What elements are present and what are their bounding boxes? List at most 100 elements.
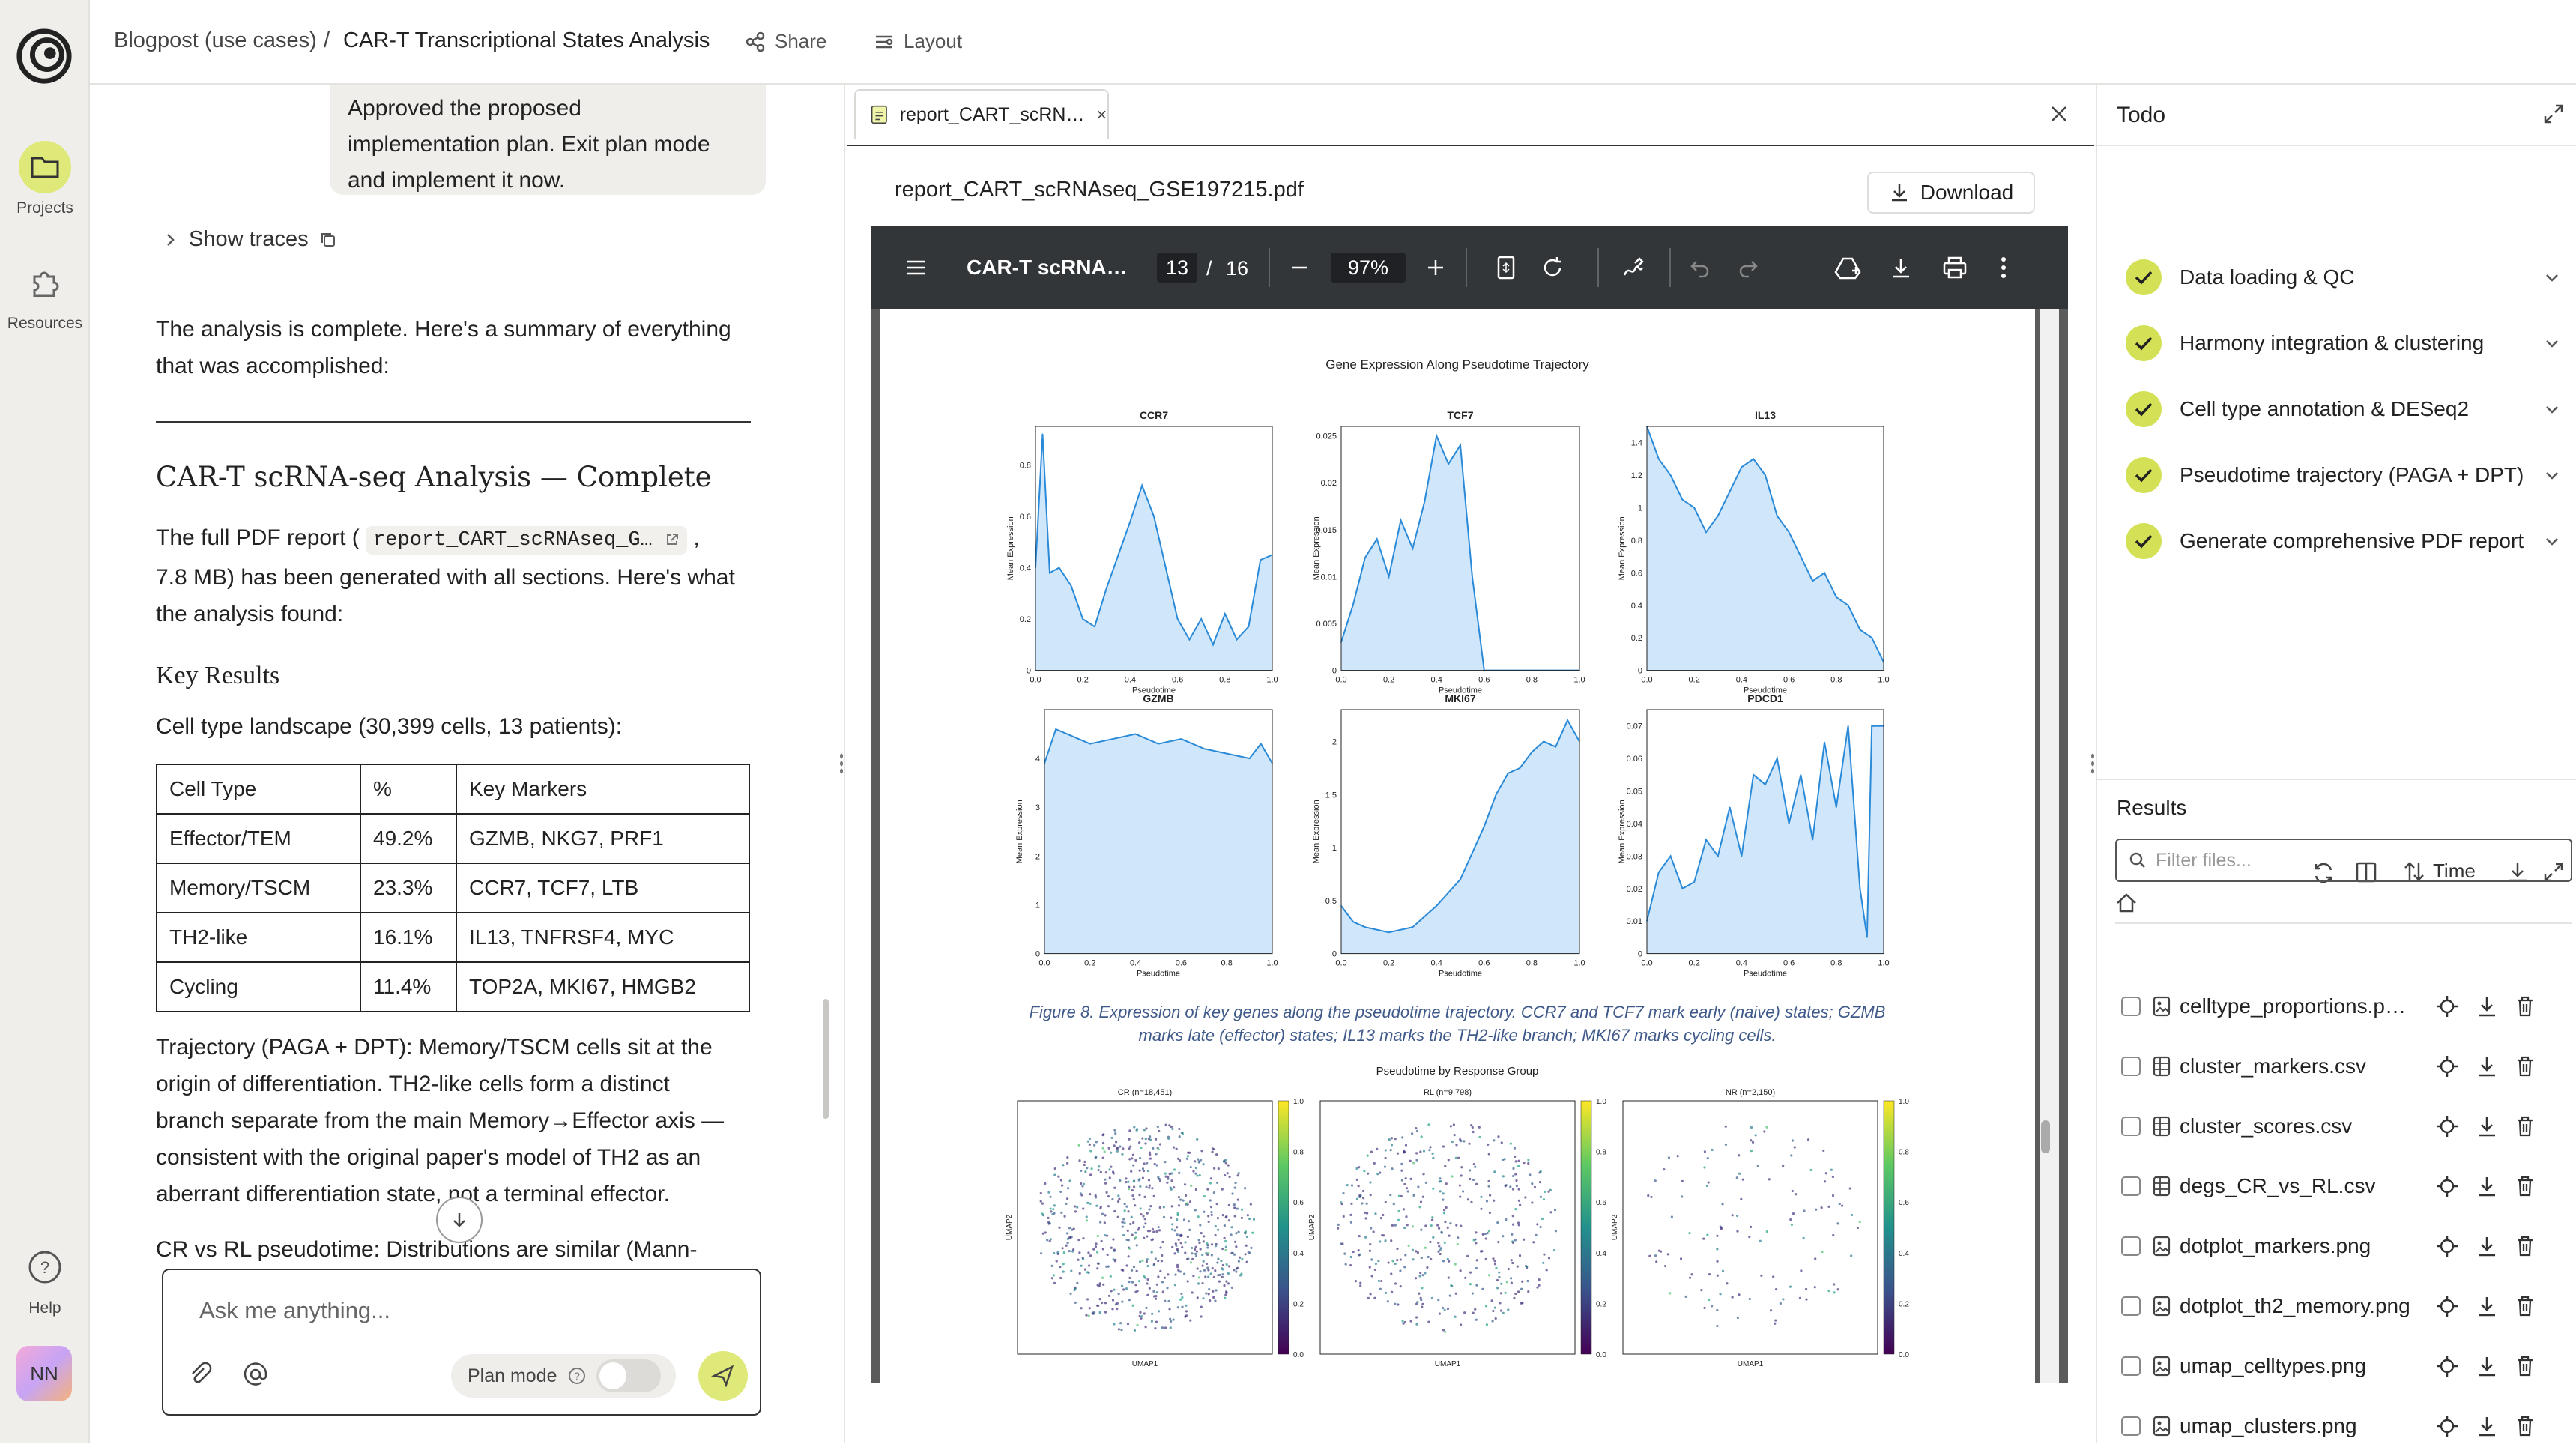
locate-icon[interactable] xyxy=(2436,1055,2458,1078)
trash-icon[interactable] xyxy=(2515,1055,2535,1078)
file-row[interactable]: cluster_markers.csv xyxy=(2121,1036,2563,1096)
file-row[interactable]: degs_CR_vs_RL.csv xyxy=(2121,1156,2563,1216)
fit-page-icon[interactable] xyxy=(1496,256,1517,280)
zoom-input[interactable]: 97% xyxy=(1331,253,1406,283)
app-logo-icon[interactable] xyxy=(15,27,73,85)
sort-time-button[interactable]: Time xyxy=(2403,860,2476,883)
trash-icon[interactable] xyxy=(2515,1415,2535,1437)
locate-icon[interactable] xyxy=(2436,1355,2458,1377)
annotate-icon[interactable] xyxy=(1621,256,1645,280)
file-download-icon[interactable] xyxy=(2476,1355,2497,1377)
locate-icon[interactable] xyxy=(2436,1235,2458,1257)
home-icon[interactable] xyxy=(2115,892,2138,913)
menu-icon[interactable] xyxy=(904,256,928,280)
file-row[interactable]: celltype_proportions.p… xyxy=(2121,976,2563,1036)
trash-icon[interactable] xyxy=(2515,1355,2535,1377)
chat-scrollbar[interactable] xyxy=(823,999,829,1119)
mention-icon[interactable] xyxy=(243,1362,268,1387)
close-pane-icon[interactable] xyxy=(2049,104,2069,124)
download-button[interactable]: Download xyxy=(1867,172,2035,214)
file-download-icon[interactable] xyxy=(2476,1175,2497,1197)
undo-icon[interactable] xyxy=(1689,257,1711,278)
close-tab-icon[interactable] xyxy=(1096,108,1107,121)
expand-icon[interactable] xyxy=(2542,103,2565,125)
trash-icon[interactable] xyxy=(2515,995,2535,1018)
send-button[interactable] xyxy=(698,1351,748,1401)
umap-point xyxy=(1068,1250,1071,1253)
pdf-download-icon[interactable] xyxy=(1890,256,1912,280)
trash-icon[interactable] xyxy=(2515,1295,2535,1317)
zoom-out-icon[interactable] xyxy=(1289,257,1310,278)
todo-item[interactable]: Generate comprehensive PDF report xyxy=(2126,515,2560,567)
pdf-scrollbar-thumb[interactable] xyxy=(2041,1120,2050,1153)
file-checkbox[interactable] xyxy=(2121,1416,2141,1436)
projects-nav[interactable]: Projects xyxy=(0,141,90,217)
show-traces-toggle[interactable]: Show traces xyxy=(162,227,337,252)
file-download-icon[interactable] xyxy=(2476,1055,2497,1078)
zoom-in-icon[interactable] xyxy=(1425,257,1446,278)
breadcrumb-project[interactable]: Blogpost (use cases) xyxy=(114,28,317,52)
file-checkbox[interactable] xyxy=(2121,1296,2141,1316)
todo-item[interactable]: Pseudotime trajectory (PAGA + DPT) xyxy=(2126,449,2560,501)
file-download-icon[interactable] xyxy=(2476,1295,2497,1317)
file-checkbox[interactable] xyxy=(2121,1176,2141,1196)
chevron-down-icon[interactable] xyxy=(2544,335,2560,351)
locate-icon[interactable] xyxy=(2436,1295,2458,1317)
attach-icon[interactable] xyxy=(187,1362,213,1387)
locate-icon[interactable] xyxy=(2436,995,2458,1018)
print-icon[interactable] xyxy=(1942,256,1968,280)
refresh-icon[interactable] xyxy=(2312,861,2335,885)
file-checkbox[interactable] xyxy=(2121,1117,2141,1136)
drive-save-icon[interactable] xyxy=(1834,256,1861,280)
file-checkbox[interactable] xyxy=(2121,1236,2141,1256)
results-expand-icon[interactable] xyxy=(2542,861,2565,883)
todo-item[interactable]: Harmony integration & clustering xyxy=(2126,317,2560,369)
scroll-down-button[interactable] xyxy=(436,1197,483,1243)
file-download-icon[interactable] xyxy=(2476,995,2497,1018)
chat-resize-handle[interactable] xyxy=(839,752,844,775)
file-checkbox[interactable] xyxy=(2121,1057,2141,1076)
file-row[interactable]: cluster_scores.csv xyxy=(2121,1096,2563,1156)
info-icon[interactable]: ? xyxy=(568,1367,586,1385)
file-row[interactable]: dotplot_markers.png xyxy=(2121,1216,2563,1276)
file-row[interactable]: umap_celltypes.png xyxy=(2121,1336,2563,1396)
chevron-down-icon[interactable] xyxy=(2544,269,2560,286)
chat-input[interactable]: Ask me anything... xyxy=(199,1297,391,1323)
user-avatar[interactable]: NN xyxy=(16,1346,72,1401)
locate-icon[interactable] xyxy=(2436,1175,2458,1197)
file-download-icon[interactable] xyxy=(2476,1115,2497,1138)
umap-point xyxy=(1426,1266,1429,1269)
chevron-down-icon[interactable] xyxy=(2544,401,2560,417)
chevron-down-icon[interactable] xyxy=(2544,533,2560,549)
file-checkbox[interactable] xyxy=(2121,997,2141,1016)
trash-icon[interactable] xyxy=(2515,1235,2535,1257)
file-download-icon[interactable] xyxy=(2476,1235,2497,1257)
file-row[interactable]: dotplot_th2_memory.png xyxy=(2121,1276,2563,1336)
locate-icon[interactable] xyxy=(2436,1115,2458,1138)
todo-item[interactable]: Data loading & QC xyxy=(2126,251,2560,303)
locate-icon[interactable] xyxy=(2436,1415,2458,1437)
chevron-down-icon[interactable] xyxy=(2544,467,2560,483)
trash-icon[interactable] xyxy=(2515,1175,2535,1197)
help-nav[interactable]: ? Help xyxy=(0,1241,90,1317)
file-row[interactable]: umap_clusters.png xyxy=(2121,1396,2563,1456)
redo-icon[interactable] xyxy=(1737,257,1759,278)
filter-files-field[interactable]: Filter files... xyxy=(2115,839,2572,882)
share-button[interactable]: Share xyxy=(745,30,826,53)
plan-mode-toggle[interactable] xyxy=(596,1359,661,1392)
file-download-icon[interactable] xyxy=(2476,1415,2497,1437)
umap-point xyxy=(1157,1310,1161,1313)
resources-nav[interactable]: Resources xyxy=(0,256,90,333)
trash-icon[interactable] xyxy=(2515,1115,2535,1138)
rotate-icon[interactable] xyxy=(1541,256,1564,280)
pdf-resize-handle[interactable] xyxy=(2090,752,2095,775)
tab-report[interactable]: report_CART_scRN… xyxy=(854,89,1109,139)
layout-button[interactable]: Layout xyxy=(874,30,962,53)
more-vert-icon[interactable] xyxy=(1999,256,2008,280)
copy-icon[interactable] xyxy=(319,231,337,249)
todo-item[interactable]: Cell type annotation & DESeq2 xyxy=(2126,383,2560,435)
file-checkbox[interactable] xyxy=(2121,1356,2141,1376)
report-file-link[interactable]: report_CART_scRNAseq_G… xyxy=(366,526,687,555)
page-number-input[interactable]: 13 xyxy=(1157,253,1197,283)
data-point xyxy=(1717,855,1719,857)
